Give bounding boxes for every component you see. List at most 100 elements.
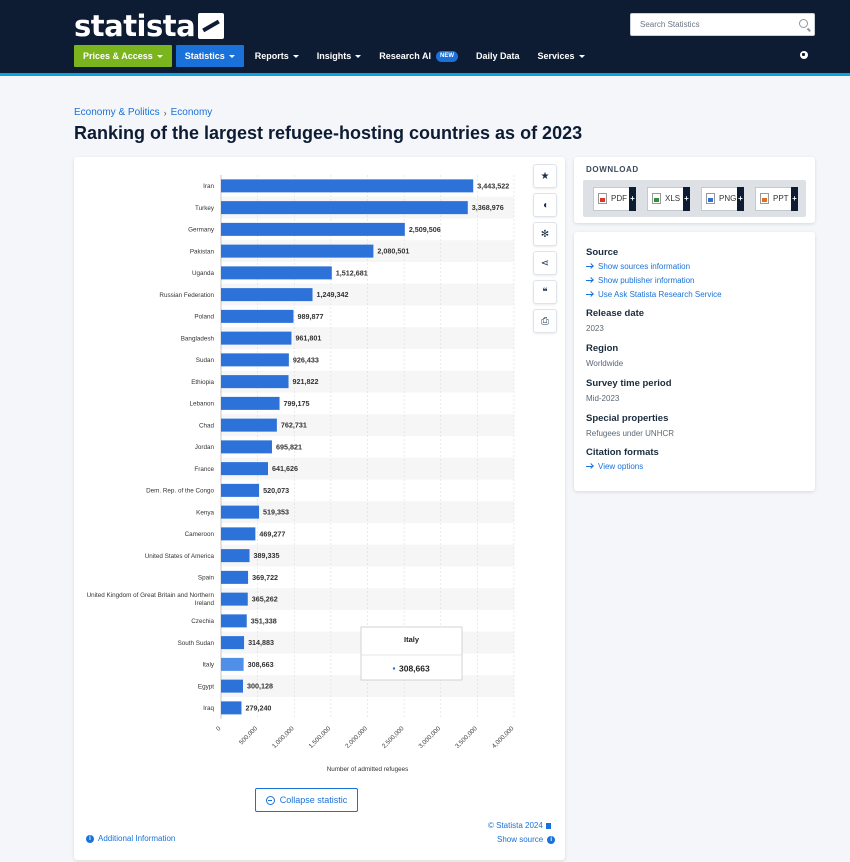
ask-research-link[interactable]: Use Ask Statista Research Service [586, 290, 722, 299]
bar [221, 527, 256, 541]
plus-icon: + [683, 186, 690, 211]
x-tick-label: 3,500,000 [454, 725, 479, 750]
source-heading: Source [586, 247, 619, 258]
top-header: statista Prices & Access Statistics Repo… [0, 0, 850, 76]
nav-research-ai[interactable]: Research AI NEW [370, 45, 467, 67]
nav-insights[interactable]: Insights [308, 45, 371, 67]
category-label: Poland [194, 314, 214, 321]
search-icon[interactable] [799, 19, 808, 28]
bar [221, 701, 242, 715]
release-value: 2023 [586, 324, 604, 333]
download-xls-button[interactable]: XLS + [647, 186, 690, 211]
copyright[interactable]: © Statista 2024 [488, 821, 551, 830]
category-label: United Kingdom of Great Britain and Nort… [87, 592, 215, 607]
link-label: View options [598, 462, 644, 471]
download-bar: PDF + XLS + PNG + PPT + [583, 180, 806, 217]
bar [221, 592, 248, 606]
share-icon: ⋖ [540, 257, 550, 269]
tooltip-series-dot [392, 667, 396, 670]
x-tick-label: 3,000,000 [417, 725, 442, 750]
gear-icon: ✻ [540, 228, 550, 240]
chevron-down-icon [578, 54, 585, 58]
download-pdf-button[interactable]: PDF + [593, 186, 636, 211]
nav-services[interactable]: Services [529, 45, 594, 67]
category-label: Iran [203, 183, 214, 190]
plus-icon: + [791, 186, 798, 211]
favorite-button[interactable]: ★ [533, 164, 557, 188]
tooltip-value: 308,663 [399, 664, 430, 674]
statista-logo[interactable]: statista [74, 9, 225, 43]
show-sources-link[interactable]: Show sources information [586, 262, 690, 271]
category-label: Egypt [198, 683, 214, 690]
collapse-statistic-button[interactable]: Collapse statistic [255, 788, 358, 812]
data-label: 351,338 [251, 616, 277, 625]
collapse-icon [265, 795, 275, 805]
nav-prices-access[interactable]: Prices & Access [74, 45, 172, 67]
chart-card: Iran 3,443,522 Turkey 3,368,976 Germany 2,509… [74, 157, 565, 860]
data-label: 961,801 [295, 334, 321, 343]
category-label: Lebanon [189, 401, 214, 408]
share-button[interactable]: ⋖ [533, 251, 557, 275]
data-label: 1,249,342 [317, 290, 349, 299]
show-source-label: Show source [497, 835, 544, 844]
main-nav: Prices & Access Statistics Reports Insig… [74, 45, 594, 67]
bar [221, 331, 292, 345]
data-label: 695,821 [276, 442, 302, 451]
category-label: Ethiopia [191, 379, 214, 386]
bar [221, 636, 245, 650]
x-tick-label: 1,500,000 [308, 725, 333, 750]
category-label: Pakistan [190, 248, 215, 255]
category-label: Czechia [191, 618, 214, 625]
nav-daily-data[interactable]: Daily Data [467, 45, 529, 67]
region-heading: Region [586, 343, 619, 354]
category-label: United States of America [145, 553, 215, 560]
notify-button[interactable]: ◖ [533, 193, 557, 217]
download-png-button[interactable]: PNG + [701, 186, 744, 211]
show-source-link[interactable]: Show source i [497, 835, 556, 844]
source-card: Source Show sources information Show pub… [574, 232, 815, 491]
format-label: PPT [773, 194, 789, 203]
globe-icon[interactable] [800, 51, 808, 59]
bar [221, 462, 268, 476]
bar [221, 222, 405, 236]
tooltip-title: Italy [404, 635, 420, 644]
xls-file-icon [652, 193, 661, 204]
chevron-down-icon [292, 54, 299, 58]
print-button[interactable]: ⎙ [533, 309, 557, 333]
category-label: Turkey [195, 205, 215, 212]
breadcrumb-economy-politics[interactable]: Economy & Politics [74, 107, 160, 118]
data-label: 3,443,522 [477, 181, 509, 190]
data-label: 641,626 [272, 464, 298, 473]
citation-heading: Citation formats [586, 447, 659, 458]
data-label: 469,277 [259, 529, 285, 538]
bar [221, 201, 468, 215]
view-options-link[interactable]: View options [586, 462, 643, 471]
show-publisher-link[interactable]: Show publisher information [586, 276, 695, 285]
breadcrumb: Economy & Politics › Economy [74, 107, 212, 118]
category-label: Dem. Rep. of the Congo [146, 488, 214, 495]
cite-button[interactable]: ❝ [533, 280, 557, 304]
link-label: Use Ask Statista Research Service [598, 290, 722, 299]
download-ppt-button[interactable]: PPT + [755, 186, 798, 211]
search-input[interactable] [631, 14, 791, 35]
bar [221, 309, 294, 323]
bar [221, 266, 332, 280]
additional-info-link[interactable]: i Additional Information [86, 834, 175, 843]
nav-statistics[interactable]: Statistics [175, 45, 244, 67]
category-label: Sudan [196, 357, 215, 364]
nav-label: Research AI [379, 51, 431, 61]
settings-button[interactable]: ✻ [533, 222, 557, 246]
special-heading: Special properties [586, 413, 669, 424]
chevron-down-icon [355, 54, 362, 58]
x-tick-label: 500,000 [238, 725, 259, 746]
breadcrumb-economy[interactable]: Economy [170, 107, 213, 118]
category-label: Spain [198, 575, 215, 582]
special-value: Refugees under UNHCR [586, 429, 675, 438]
bar [221, 244, 374, 258]
data-label: 389,335 [254, 551, 280, 560]
format-label: PDF [611, 194, 627, 203]
nav-reports[interactable]: Reports [246, 45, 308, 67]
nav-label: Statistics [184, 51, 225, 61]
x-tick-label: 2,500,000 [381, 725, 406, 750]
logo-mark-icon [198, 13, 225, 39]
